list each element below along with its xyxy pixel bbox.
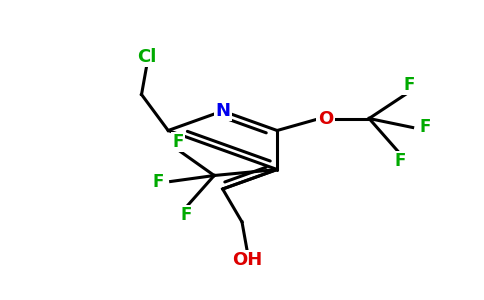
Text: F: F <box>153 172 164 190</box>
Text: N: N <box>215 102 230 120</box>
Text: Cl: Cl <box>136 48 156 66</box>
Text: F: F <box>419 118 430 136</box>
Text: O: O <box>318 110 333 128</box>
Text: F: F <box>404 76 415 94</box>
Text: OH: OH <box>232 251 262 269</box>
Text: F: F <box>172 133 183 151</box>
Text: F: F <box>395 152 406 170</box>
Text: F: F <box>181 206 192 224</box>
